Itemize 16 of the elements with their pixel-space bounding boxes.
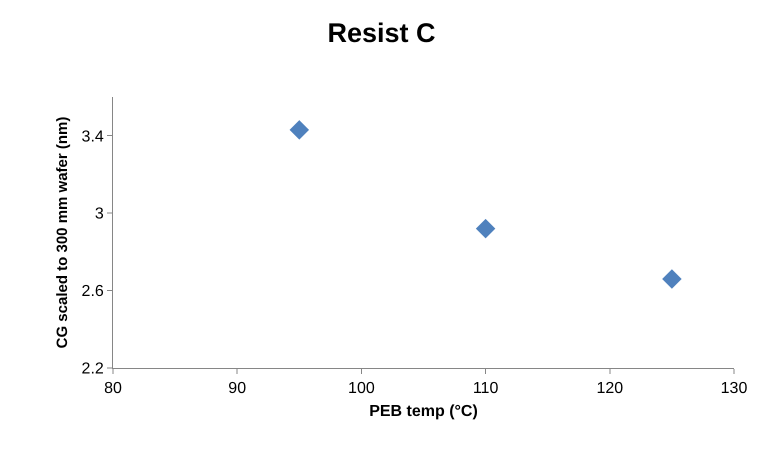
x-tick-label: 80 (104, 380, 122, 398)
y-tick-label: 3.4 (82, 128, 104, 146)
point (290, 120, 310, 140)
x-tick-label: 130 (720, 380, 748, 398)
x-tick-label: 90 (228, 380, 246, 398)
point (476, 218, 496, 238)
x-tick-label: 100 (348, 380, 375, 398)
chart-title: Resist C (327, 18, 436, 48)
x-tick-label: 110 (472, 380, 498, 398)
y-tick-label: 2.2 (82, 360, 104, 378)
y-tick-label: 2.6 (82, 283, 104, 300)
x-axis-title: PEB temp (°C) (369, 402, 478, 420)
point (662, 269, 682, 289)
y-tick-label: 3 (94, 206, 104, 223)
x-tick-label: 120 (596, 380, 624, 398)
y-axis-title: CG scaled to 300 mm wafer (nm) (54, 116, 71, 348)
